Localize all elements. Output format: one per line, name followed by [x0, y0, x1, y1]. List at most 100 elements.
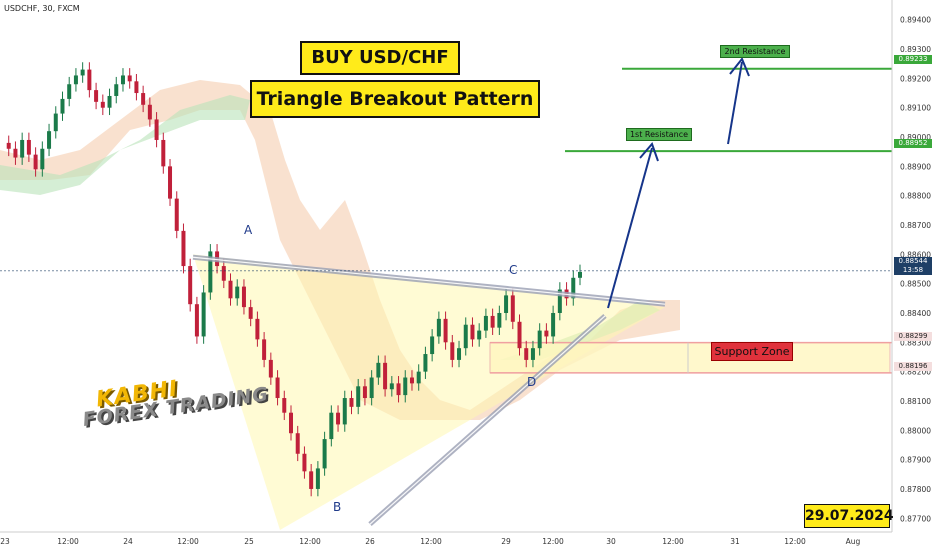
candle-body: [383, 362, 388, 390]
candle-body: [551, 312, 556, 337]
price-tag-r2: 0.89233: [894, 55, 932, 64]
cloud-red: [0, 80, 680, 420]
candle-body: [188, 266, 193, 305]
support-zone-label: Support Zone: [711, 342, 793, 361]
point-a: A: [244, 223, 253, 237]
candle-body: [20, 139, 25, 158]
x-tick-label: 29: [501, 537, 511, 546]
candle-body: [289, 412, 293, 434]
candle-body: [578, 271, 582, 278]
y-tick-label: 0.88600: [900, 250, 931, 259]
time-axis: 23 12:00 24 12:00 25 12:00 26 12:00 29 12:00 30 12:…: [0, 531, 892, 546]
candle-body: [94, 90, 99, 102]
candle-body: [201, 292, 206, 337]
candle-body: [248, 307, 253, 319]
candle-body: [241, 286, 246, 308]
candle-body: [510, 295, 515, 322]
symbol-label: USDCHF, 30, FXCM: [4, 4, 80, 13]
point-d: D: [527, 375, 537, 389]
x-tick-label: 26: [365, 537, 375, 546]
candle-body: [557, 289, 562, 313]
candle-body: [416, 371, 421, 384]
candle-body: [443, 318, 448, 343]
candle-body: [517, 321, 522, 349]
chart-title: BUY USD/CHF: [300, 41, 460, 75]
candle-body: [208, 251, 213, 293]
candle-body: [369, 377, 374, 399]
support-zone: [489, 342, 891, 374]
arrow-to-second-resistance: [727, 61, 743, 145]
current-time-text: 13:58: [902, 266, 924, 274]
x-tick-label: 31: [730, 537, 740, 546]
trendline-lower-highlight: [369, 315, 606, 525]
candle-body: [282, 398, 287, 413]
candle-body: [47, 131, 52, 149]
candle-body: [120, 75, 125, 85]
chart-subtitle: Triangle Breakout Pattern: [250, 80, 540, 118]
pattern-lines: [0, 57, 892, 527]
candle-body: [349, 398, 354, 407]
y-tick-label: 0.88400: [900, 309, 931, 318]
candle-body: [154, 119, 159, 140]
y-tick-label: 0.88300: [900, 338, 931, 347]
candle-body: [134, 81, 139, 94]
x-tick-label: 12:00: [299, 537, 321, 546]
candle-body: [423, 354, 428, 372]
candle-body: [26, 139, 31, 155]
candle-body: [376, 362, 381, 378]
triangle-fill: [193, 254, 665, 530]
arrow-to-first-resistance: [607, 147, 653, 309]
y-tick-label: 0.89300: [900, 45, 931, 54]
x-tick-label: 30: [606, 537, 616, 546]
candle-body: [80, 69, 85, 76]
candle-body: [168, 166, 173, 199]
candle-body: [100, 101, 105, 108]
candle-body: [255, 318, 260, 340]
candle-body: [524, 348, 529, 360]
candle-body: [87, 69, 92, 91]
candlesticks: [6, 62, 582, 497]
candle-body: [221, 266, 226, 281]
candle-body: [436, 318, 441, 337]
x-tick-label: 24: [123, 537, 133, 546]
candle-body: [228, 280, 233, 299]
price-tag-r1: 0.88952: [894, 139, 932, 148]
candle-body: [336, 412, 341, 425]
candle-body: [141, 93, 146, 105]
y-tick-label: 0.89100: [900, 104, 931, 113]
candle-body: [396, 383, 401, 396]
candle-body: [40, 148, 45, 170]
candle-body: [13, 148, 18, 158]
candle-body: [389, 383, 394, 390]
x-tick-label: 25: [244, 537, 254, 546]
highlight-zones: [193, 254, 892, 530]
x-tick-label: 12:00: [57, 537, 79, 546]
arrow-head-first: [639, 142, 659, 162]
cloud-green-left: [0, 95, 250, 195]
candle-body: [194, 304, 199, 337]
candle-body: [181, 230, 186, 267]
candle-body: [322, 439, 327, 469]
candle-body: [497, 312, 502, 328]
y-tick-label: 0.88500: [900, 280, 931, 289]
candle-body: [262, 339, 267, 360]
candle-body: [450, 342, 455, 360]
y-tick-label: 0.88000: [900, 426, 931, 435]
candle-body: [409, 377, 414, 384]
second-resistance-label: 2nd Resistance: [720, 45, 790, 58]
candle-body: [161, 139, 166, 167]
date-label: 29.07.2024: [804, 504, 894, 528]
candle-body: [470, 324, 475, 340]
candle-body: [107, 95, 112, 108]
price-axis: 0.894000.893000.892000.891000.890000.889…: [891, 0, 931, 532]
y-tick-label: 0.88800: [900, 192, 931, 201]
candle-body: [315, 468, 320, 489]
candle-body: [309, 471, 314, 489]
candle-body: [477, 330, 482, 340]
candle-body: [403, 377, 408, 396]
x-tick-label: 12:00: [662, 537, 684, 546]
price-tag-support-bottom: 0.88196: [894, 362, 932, 371]
candle-body: [302, 453, 307, 472]
candle-body: [356, 386, 361, 407]
